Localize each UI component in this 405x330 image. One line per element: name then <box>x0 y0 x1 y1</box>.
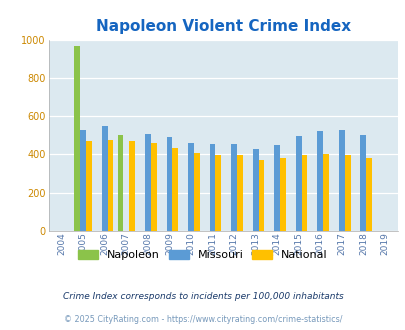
Text: © 2025 CityRating.com - https://www.cityrating.com/crime-statistics/: © 2025 CityRating.com - https://www.city… <box>64 315 341 324</box>
Bar <box>338 130 344 231</box>
Bar <box>258 160 264 231</box>
Legend: Napoleon, Missouri, National: Napoleon, Missouri, National <box>75 246 330 263</box>
Bar <box>301 155 307 231</box>
Bar <box>230 145 237 231</box>
Bar <box>117 135 123 231</box>
Bar <box>194 153 199 231</box>
Bar <box>166 137 172 231</box>
Bar <box>365 158 371 231</box>
Bar <box>129 142 135 231</box>
Bar <box>215 155 221 231</box>
Bar <box>237 155 242 231</box>
Bar <box>344 155 350 231</box>
Bar <box>74 46 80 231</box>
Bar <box>322 154 328 231</box>
Bar <box>107 140 113 231</box>
Bar <box>209 145 215 231</box>
Bar <box>150 143 156 231</box>
Title: Napoleon Violent Crime Index: Napoleon Violent Crime Index <box>96 19 350 34</box>
Bar <box>86 141 92 231</box>
Bar <box>279 158 285 231</box>
Bar <box>188 143 194 231</box>
Bar <box>252 149 258 231</box>
Bar <box>172 148 178 231</box>
Bar <box>317 131 322 231</box>
Text: Crime Index corresponds to incidents per 100,000 inhabitants: Crime Index corresponds to incidents per… <box>62 292 343 301</box>
Bar <box>295 136 301 231</box>
Bar <box>102 126 107 231</box>
Bar <box>145 134 150 231</box>
Bar <box>274 145 279 231</box>
Bar <box>80 130 86 231</box>
Bar <box>360 135 365 231</box>
